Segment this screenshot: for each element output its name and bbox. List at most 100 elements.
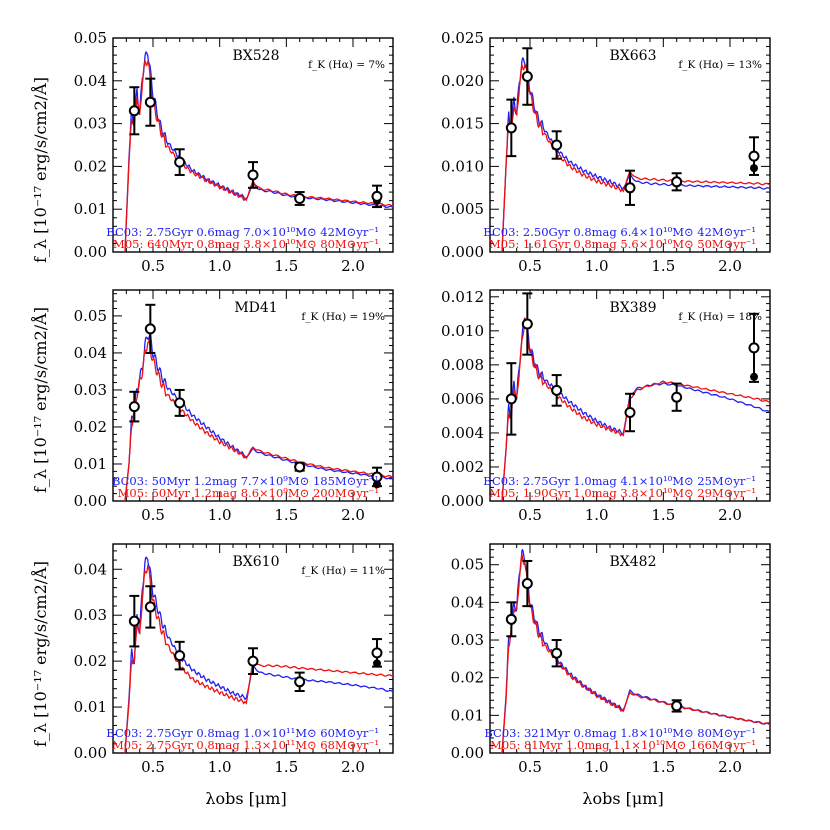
y-tick-label: 0.00 [451,744,484,762]
panel-title: MD41 [234,300,277,316]
y-tick-label: 0.020 [441,72,484,90]
x-tick-label: 2.0 [341,506,365,524]
xlabel-left: λobs [μm] [205,789,286,808]
y-tick-label: 0.02 [74,652,107,670]
ylabel-top: f_λ [10⁻¹⁷ erg/s/cm2/Å] [30,77,50,263]
plot-frame [112,543,394,754]
y-tick-label: 0.004 [441,424,484,442]
data-point [174,148,186,176]
y-tick-label: 0.02 [74,157,107,175]
series-line-m05 [124,564,393,753]
data-point [174,640,186,671]
x-tick-label: 2.0 [341,257,365,275]
x-tick-label: 0.5 [518,257,542,275]
data-point [371,638,383,668]
x-tick-label: 1.0 [585,257,609,275]
data-point [505,98,517,158]
y-tick-label: 0.000 [441,243,484,261]
y-tick-label: 0.02 [74,418,107,436]
x-tick-label: 1.0 [208,257,232,275]
x-tick-label: 1.0 [208,758,232,776]
plot-frame [489,543,771,754]
panel-bx610: 0.5 1.0 1.5 2.0 0.00 0.01 0.02 0.03 0.04 BX610 f_K… [74,543,394,776]
data-point [294,671,306,692]
panels: 0.5 1.0 1.5 2.0 0.00 0.01 0.02 0.03 0.04 0.05 BX52… [74,29,771,776]
y-tick-label: 0.008 [441,356,484,374]
data-point [144,303,156,354]
y-tick-label: 0.01 [74,698,107,716]
fk-halpha-label: f_K (Hα) = 13% [678,59,762,71]
x-tick-label: 1.5 [274,257,298,275]
data-point [128,390,140,423]
series-line-m05 [501,317,770,501]
plot-frame [489,37,771,253]
panel-bx663: 0.5 1.0 1.5 2.0 0.000 0.005 0.010 0.015 0.020 0.0… [441,29,771,275]
y-tick-label: 0.05 [74,307,107,325]
panel-title: BX389 [610,300,657,316]
data-point [671,699,683,713]
model-annotation-bc03: BC03: 2.75Gyr 1.0mag 4.1×10¹⁰M⊙ 25M⊙yr⁻¹ [483,474,756,488]
x-tick-label: 1.0 [585,506,609,524]
data-point [551,639,563,668]
fk-halpha-label: f_K (Hα) = 18% [678,311,762,323]
panel-bx528: 0.5 1.0 1.5 2.0 0.00 0.01 0.02 0.03 0.04 0.05 BX52… [74,29,394,275]
data-point [521,559,533,608]
y-tick-label: 0.04 [74,344,107,362]
y-tick-label: 0.03 [74,115,107,133]
series-line-bc03 [501,57,770,252]
y-tick-label: 0.01 [451,706,484,724]
ylabel-middle: f_λ [10⁻¹⁷ erg/s/cm2/Å] [30,307,50,493]
data-point [128,594,140,648]
data-point [128,86,140,136]
y-tick-label: 0.05 [451,556,484,574]
series-line-m05 [124,340,393,501]
y-tick-label: 0.010 [441,157,484,175]
data-point [624,392,636,433]
data-point [371,184,383,209]
series-line-bc03 [501,548,770,753]
y-tick-label: 0.05 [74,29,107,47]
xlabel-right: λobs [μm] [582,789,663,808]
model-annotation-bc03: BC03: 321Myr 0.8mag 1.8×10¹⁰M⊙ 80M⊙yr⁻¹ [484,726,756,740]
model-annotation-bc03: BC03: 2.75Gyr 0.8mag 1.0×10¹¹M⊙ 60M⊙yr⁻¹ [106,726,379,740]
x-tick-label: 2.0 [341,758,365,776]
data-point [144,77,156,127]
model-annotation-bc03: BC03: 2.75Gyr 0.6mag 7.0×10¹⁰M⊙ 42M⊙yr⁻¹ [106,225,379,239]
x-tick-label: 0.5 [141,758,165,776]
fk-halpha-label: f_K (Hα) = 19% [301,311,385,323]
series-line-bc03 [124,556,393,753]
y-tick-label: 0.00 [74,243,107,261]
x-tick-label: 0.5 [518,758,542,776]
panel-bx482: 0.5 1.0 1.5 2.0 0.00 0.01 0.02 0.03 0.04 0.05 BX48… [451,543,771,776]
data-point [505,601,517,638]
series-line-m05 [501,554,770,753]
x-tick-label: 1.5 [274,506,298,524]
x-tick-label: 0.5 [141,257,165,275]
plot-frame [112,37,394,253]
y-tick-label: 0.04 [451,593,484,611]
ylabel-bottom: f_λ [10⁻¹⁷ erg/s/cm2/Å] [30,561,50,747]
y-tick-label: 0.03 [74,381,107,399]
y-tick-label: 0.04 [74,560,107,578]
data-point [144,585,156,629]
panel-bx389: 0.5 1.0 1.5 2.0 0.000 0.002 0.004 0.006 0.008 0.0… [441,288,771,524]
y-tick-label: 0.002 [441,458,484,476]
x-tick-label: 2.0 [718,257,742,275]
x-tick-label: 1.5 [651,506,675,524]
series-line-m05 [501,63,770,252]
x-tick-label: 0.5 [141,506,165,524]
x-tick-label: 2.0 [718,506,742,524]
series-line-bc03 [124,51,393,252]
y-tick-label: 0.012 [441,288,484,306]
data-point [551,374,563,407]
panel-title: BX663 [610,48,657,64]
y-tick-label: 0.01 [74,455,107,473]
model-annotation-bc03: BC03: 2.50Gyr 0.8mag 6.4×10¹⁰M⊙ 42M⊙yr⁻¹ [483,225,756,239]
plot-frame [112,289,394,502]
x-tick-label: 0.5 [518,506,542,524]
y-tick-label: 0.000 [441,492,484,510]
data-point [521,47,533,106]
series-line-bc03 [501,317,770,501]
data-point [671,382,683,412]
